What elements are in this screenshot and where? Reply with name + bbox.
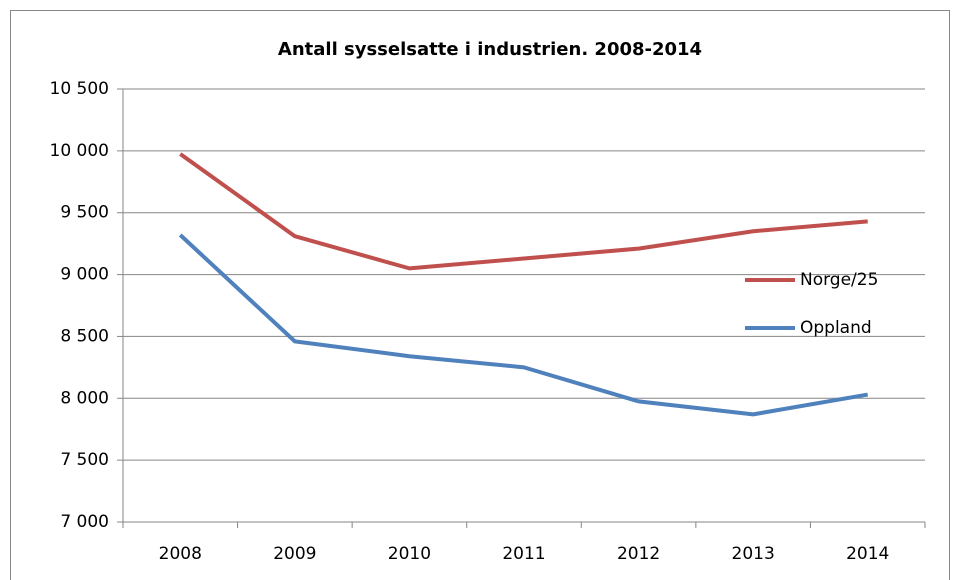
y-tick-label: 9 000 bbox=[60, 265, 109, 285]
chart-title: Antall sysselsatte i industrien. 2008-20… bbox=[278, 39, 702, 60]
y-tick-label: 10 000 bbox=[50, 141, 109, 161]
x-tick-label: 2009 bbox=[273, 544, 316, 564]
legend-label: Oppland bbox=[800, 318, 872, 338]
chart-frame bbox=[10, 10, 950, 580]
y-tick-label: 8 500 bbox=[60, 326, 109, 346]
legend-label: Norge/25 bbox=[800, 270, 878, 290]
data-line bbox=[179, 152, 868, 271]
x-tick-label: 2008 bbox=[159, 544, 202, 564]
y-tick-label: 9 500 bbox=[60, 203, 109, 223]
y-tick-label: 10 500 bbox=[50, 79, 109, 99]
x-tick-label: 2012 bbox=[617, 544, 660, 564]
x-tick-label: 2010 bbox=[388, 544, 431, 564]
y-tick-label: 8 000 bbox=[60, 388, 109, 408]
x-tick-label: 2011 bbox=[502, 544, 545, 564]
y-tick-label: 7 000 bbox=[60, 512, 109, 532]
y-tick-label: 7 500 bbox=[60, 450, 109, 470]
x-tick-label: 2013 bbox=[732, 544, 775, 564]
x-tick-label: 2014 bbox=[846, 544, 889, 564]
data-line bbox=[178, 233, 869, 417]
